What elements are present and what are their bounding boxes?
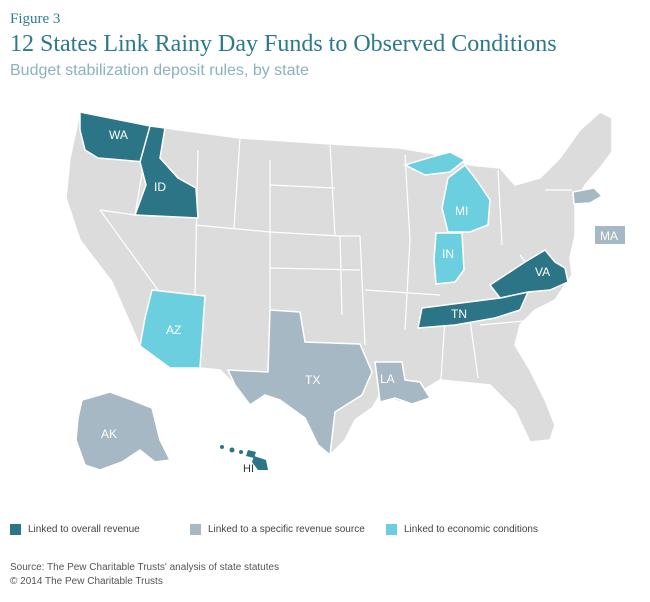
legend-economic: Linked to economic conditions [386,524,538,535]
state-id[interactable] [133,125,199,219]
label-hi: HI [243,463,254,475]
state-la[interactable] [374,361,432,405]
state-hi[interactable] [220,445,268,470]
label-az: AZ [166,323,181,337]
label-va: VA [535,265,550,279]
state-mi-upper[interactable] [402,151,467,176]
legend-label-specific: Linked to a specific revenue source [208,524,365,535]
legend-swatch-economic [386,524,397,535]
label-in: IN [442,247,454,261]
state-ma[interactable] [572,187,604,205]
state-in[interactable] [433,232,465,285]
legend-swatch-specific [190,524,201,535]
label-la: LA [380,372,395,386]
copyright-text: © 2014 The Pew Charitable Trusts [10,576,163,587]
legend-label-economic: Linked to economic conditions [404,524,538,535]
page-title: 12 States Link Rainy Day Funds to Observ… [10,31,557,57]
figure-label: Figure 3 [10,11,61,27]
state-mi[interactable] [441,163,491,233]
legend-swatch-overall [10,524,21,535]
legend-specific-source: Linked to a specific revenue source [190,524,365,535]
state-borders [99,125,598,396]
legend-overall-revenue: Linked to overall revenue [10,524,140,535]
label-tn: TN [451,307,467,321]
state-tx[interactable] [226,309,373,457]
state-va[interactable] [488,249,569,299]
ma-callout-box[interactable] [595,226,625,244]
label-ma: MA [600,229,618,243]
label-tx: TX [305,373,320,387]
state-ak[interactable] [75,391,172,471]
state-az[interactable] [139,289,206,369]
legend-label-overall: Linked to overall revenue [28,524,140,535]
label-wa: WA [109,128,128,142]
label-mi: MI [455,204,468,218]
label-id: ID [154,180,166,194]
source-note: Source: The Pew Charitable Trusts' analy… [10,561,279,589]
source-text: Source: The Pew Charitable Trusts' analy… [10,562,280,573]
label-ak: AK [101,427,117,441]
page-subtitle: Budget stabilization deposit rules, by s… [10,62,309,79]
